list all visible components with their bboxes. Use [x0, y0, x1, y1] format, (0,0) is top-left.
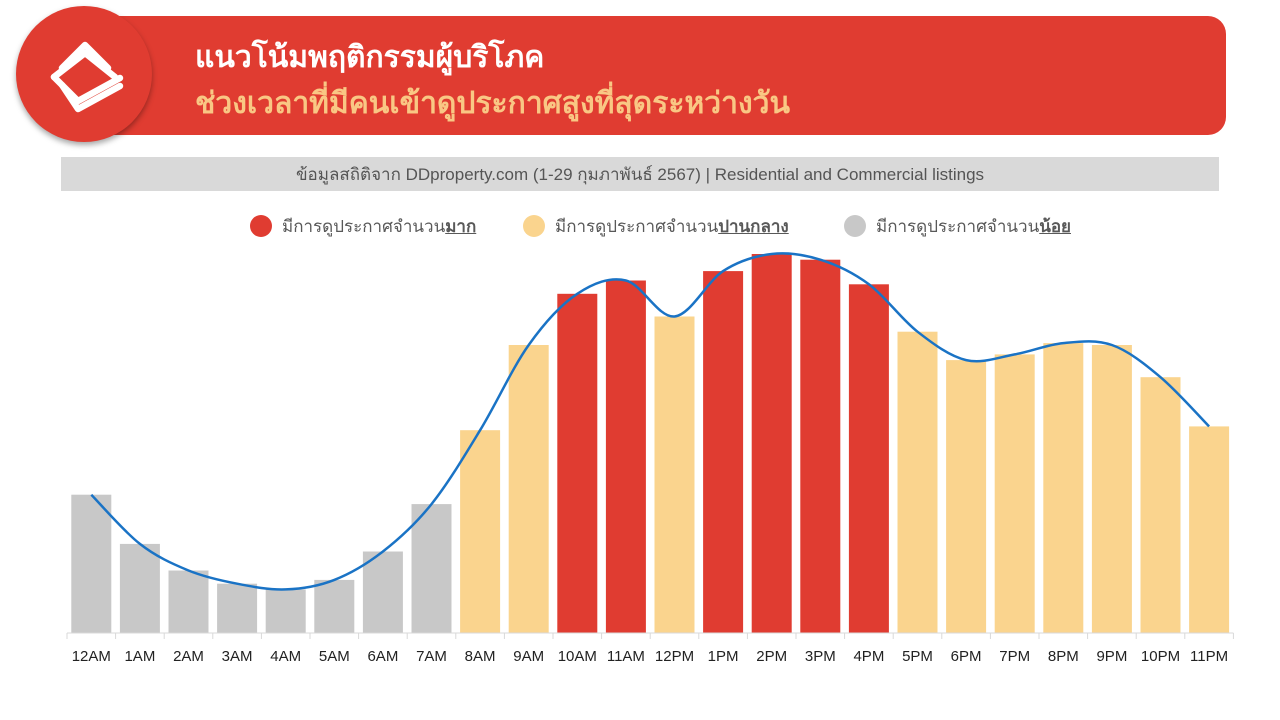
bar-1am	[119, 543, 160, 633]
legend-item-medium: มีการดูประกาศจำนวนปานกลาง	[523, 210, 789, 242]
x-tick-label: 2AM	[173, 648, 204, 665]
x-tick-label: 4PM	[853, 648, 884, 665]
x-tick-label: 7PM	[999, 648, 1030, 665]
x-tick-label: 10PM	[1141, 648, 1180, 665]
legend-label-low: มีการดูประกาศจำนวนน้อย	[876, 216, 1071, 236]
bar-9pm	[1091, 345, 1132, 633]
bar-7am	[411, 504, 452, 633]
bar-11pm	[1189, 426, 1230, 633]
x-tick-label: 1PM	[708, 648, 739, 665]
bar-6am	[362, 551, 403, 633]
x-tick-label: 9AM	[513, 648, 544, 665]
bar-5am	[314, 579, 355, 633]
brand-logo	[16, 6, 152, 142]
bar-12am	[71, 494, 112, 633]
x-tick-label: 3PM	[805, 648, 836, 665]
x-tick-label: 4AM	[270, 648, 301, 665]
x-tick-label: 1AM	[124, 648, 155, 665]
x-tick-label: 8PM	[1048, 648, 1079, 665]
x-tick-label: 11PM	[1190, 648, 1228, 665]
bar-7pm	[994, 354, 1035, 633]
x-tick-label: 12AM	[72, 648, 111, 665]
bar-4pm	[848, 284, 889, 633]
bar-6pm	[946, 360, 987, 633]
legend-label-high: มีการดูประกาศจำนวนมาก	[282, 216, 477, 236]
bar-4am	[265, 589, 306, 633]
chart-legend: มีการดูประกาศจำนวนมาก มีการดูประกาศจำนวน…	[0, 210, 1280, 242]
bar-9am	[508, 345, 549, 633]
legend-dot-high	[250, 215, 272, 237]
bar-3pm	[800, 259, 841, 633]
x-tick-label: 2PM	[756, 648, 787, 665]
legend-item-low: มีการดูประกาศจำนวนน้อย	[844, 210, 1071, 242]
page-subtitle: ช่วงเวลาที่มีคนเข้าดูประกาศสูงที่สุดระหว…	[195, 87, 790, 120]
x-tick-label: 8AM	[465, 648, 496, 665]
legend-label-medium: มีการดูประกาศจำนวนปานกลาง	[555, 216, 789, 236]
x-tick-label: 12PM	[655, 648, 694, 665]
x-tick-label: 11AM	[607, 648, 645, 665]
source-note: ข้อมูลสถิติจาก DDproperty.com (1-29 กุมภ…	[61, 157, 1219, 191]
legend-dot-low	[844, 215, 866, 237]
bar-2am	[168, 570, 209, 633]
x-tick-label: 6AM	[367, 648, 398, 665]
x-tick-label: 10AM	[558, 648, 597, 665]
x-tick-label: 5AM	[319, 648, 350, 665]
ddproperty-logo-icon	[50, 41, 124, 113]
trend-line	[90, 252, 1210, 591]
bar-8am	[460, 430, 501, 633]
bar-12pm	[654, 316, 695, 633]
legend-dot-medium	[523, 215, 545, 237]
bar-8pm	[1043, 343, 1084, 633]
bar-11am	[605, 280, 646, 633]
bar-3am	[217, 583, 258, 633]
x-tick-label: 6PM	[951, 648, 982, 665]
header-banner	[60, 16, 1226, 135]
bar-1pm	[703, 271, 744, 633]
bar-10pm	[1140, 377, 1181, 633]
x-tick-label: 5PM	[902, 648, 933, 665]
bar-10am	[557, 293, 598, 633]
bar-2pm	[751, 254, 792, 633]
page-title: แนวโน้มพฤติกรรมผู้บริโภค	[195, 41, 545, 74]
x-tick-label: 9PM	[1096, 648, 1127, 665]
x-tick-label: 7AM	[416, 648, 447, 665]
legend-item-high: มีการดูประกาศจำนวนมาก	[250, 210, 476, 242]
x-tick-label: 3AM	[222, 648, 253, 665]
bar-5pm	[897, 331, 938, 633]
